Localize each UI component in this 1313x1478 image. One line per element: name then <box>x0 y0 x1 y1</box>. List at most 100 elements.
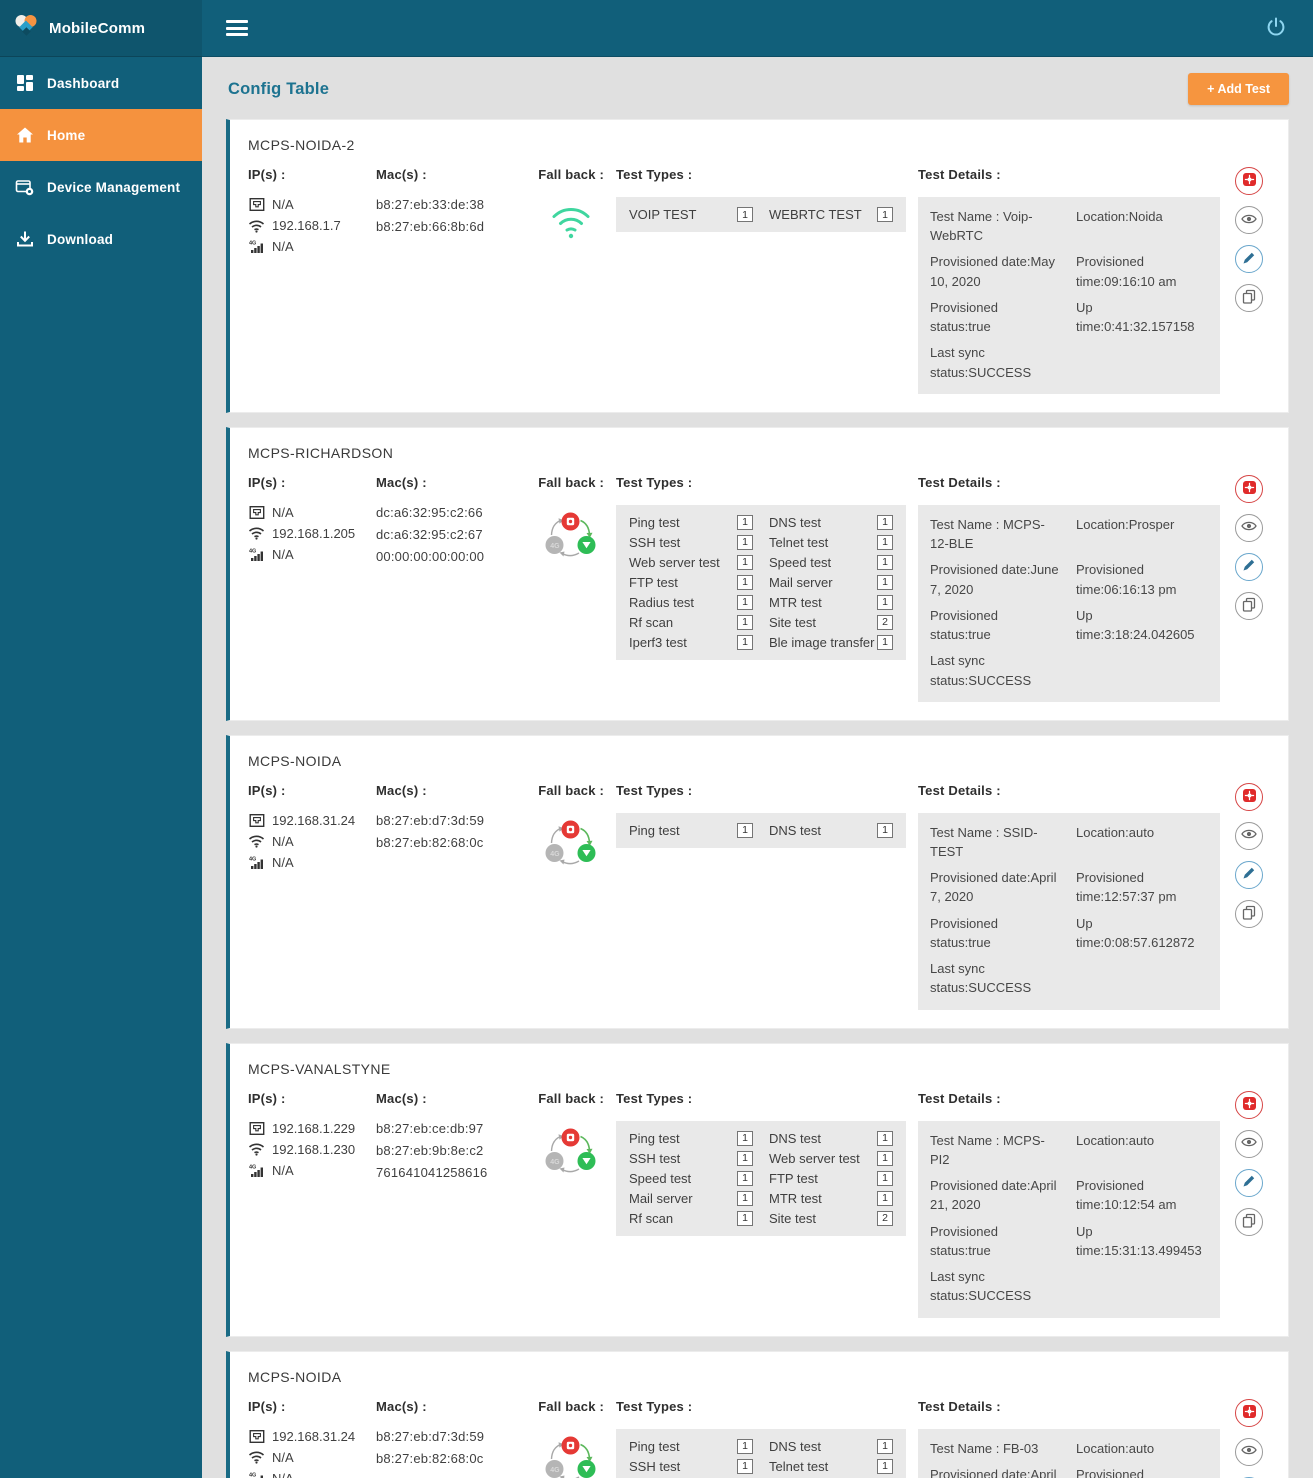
copy-button[interactable] <box>1235 899 1263 928</box>
sidebar: MobileComm Dashboard Home <box>0 0 202 1478</box>
wifi-icon <box>248 1450 265 1465</box>
detail-item: Provisioned time:09:16:10 am <box>1076 254 1177 289</box>
ip-value: N/A <box>272 197 294 212</box>
card-actions <box>1232 167 1266 394</box>
test-type-item: Speed test 1 <box>769 554 893 570</box>
record-button[interactable] <box>1235 1398 1263 1427</box>
copy-icon <box>1242 1213 1256 1231</box>
pencil-icon <box>1242 251 1256 268</box>
content-header: Config Table + Add Test <box>226 57 1289 119</box>
device-name: MCPS-NOIDA <box>248 752 342 769</box>
test-type-item: Telnet test 1 <box>769 1458 893 1474</box>
home-icon <box>15 126 34 145</box>
test-type-item: SSH test 1 <box>629 1150 753 1166</box>
sidebar-item-device-management[interactable]: Device Management <box>0 161 202 213</box>
ip-value: 192.168.31.24 <box>272 1428 356 1444</box>
test-type-name: Mail server <box>769 574 833 590</box>
test-type-name: Rf scan <box>629 1210 674 1226</box>
mac-column: Mac(s) : b8:27:eb:ce:db:97 b8:27:eb:9b:8e… <box>376 1091 526 1318</box>
view-button[interactable] <box>1235 206 1263 234</box>
edit-button[interactable] <box>1235 1168 1263 1197</box>
sidebar-item-home[interactable]: Home <box>0 109 202 161</box>
test-type-name: DNS test <box>769 1130 822 1146</box>
add-test-button[interactable]: + Add Test <box>1188 73 1289 105</box>
test-type-name: Telnet test <box>769 1458 829 1474</box>
test-type-item: DNS test 1 <box>769 1438 893 1454</box>
test-type-item: DNS test 1 <box>769 1130 893 1146</box>
eye-icon <box>1241 213 1257 228</box>
device-card: MCPS-NOIDA IP(s) : 192.168.31.24 <box>226 1350 1289 1478</box>
test-type-name: Speed test <box>629 1170 692 1186</box>
sidebar-item-label: Home <box>47 127 86 143</box>
ethernet-icon <box>248 1429 265 1444</box>
view-button[interactable] <box>1235 821 1263 850</box>
test-type-name: FTP test <box>629 574 678 590</box>
record-button[interactable] <box>1235 167 1263 195</box>
view-button[interactable] <box>1235 1129 1263 1158</box>
test-count-badge: 1 <box>877 822 893 838</box>
fallback-label: Fall back : <box>538 474 604 490</box>
edit-button[interactable] <box>1235 860 1263 889</box>
test-count-badge: 1 <box>877 634 893 650</box>
test-details-label: Test Details : <box>918 474 1001 490</box>
test-details-column: Test Details : Test Name : FB-03 Location… <box>918 1399 1220 1478</box>
record-icon <box>1242 788 1257 806</box>
test-types-box: Ping test 1 DNS test 1 <box>616 812 906 848</box>
record-button[interactable] <box>1235 1090 1263 1119</box>
copy-button[interactable] <box>1235 591 1263 620</box>
mac-column: Mac(s) : b8:27:eb:d7:3d:59 b8:27:eb:82:68… <box>376 1399 526 1478</box>
record-button[interactable] <box>1235 474 1263 503</box>
hamburger-icon[interactable] <box>226 20 248 36</box>
svg-text:4G: 4G <box>550 851 560 858</box>
edit-button[interactable] <box>1235 552 1263 581</box>
test-type-name: Ping test <box>629 514 680 530</box>
test-types-column: Test Types : Ping test 1 DNS test 1 SSH test… <box>616 475 906 702</box>
ip-value: N/A <box>272 833 294 849</box>
content: Config Table + Add Test MCPS-NOIDA-2 IP(… <box>202 57 1313 1478</box>
ip-value: 192.168.1.205 <box>272 525 356 541</box>
detail-item: Provisioned status:true <box>930 607 998 643</box>
detail-item: Test Name : MCPS-PI2 <box>930 1132 1045 1167</box>
copy-button[interactable] <box>1235 1207 1263 1236</box>
mac-value: b8:27:eb:33:de:38 <box>376 197 485 212</box>
card-actions <box>1232 1090 1266 1318</box>
detail-item: Location:auto <box>1076 824 1155 840</box>
edit-button[interactable] <box>1235 245 1263 273</box>
fallback-label: Fall back : <box>538 167 604 182</box>
mac-column: Mac(s) : b8:27:eb:33:de:38 b8:27:eb:66:8b… <box>376 167 526 394</box>
test-type-name: Rf scan <box>629 614 674 630</box>
detail-item: Up time:3:18:24.042605 <box>1076 607 1195 643</box>
test-type-name: Iperf3 test <box>629 634 687 650</box>
sidebar-item-dashboard[interactable]: Dashboard <box>0 57 202 109</box>
detail-item: Test Name : SSID-TEST <box>930 824 1038 859</box>
device-card: MCPS-RICHARDSON IP(s) : N/A <box>226 426 1289 721</box>
test-count-badge: 2 <box>877 614 893 630</box>
ip-value: N/A <box>272 1470 294 1478</box>
macs-label: Mac(s) : <box>376 1398 427 1414</box>
test-type-item: SSH test 1 <box>629 1458 753 1474</box>
test-type-item: FTP test 1 <box>629 574 753 590</box>
test-details-label: Test Details : <box>918 1398 1001 1414</box>
brand-name: MobileComm <box>49 19 146 37</box>
sidebar-item-download[interactable]: Download <box>0 213 202 265</box>
test-types-label: Test Types : <box>616 1090 693 1106</box>
test-types-label: Test Types : <box>616 782 693 798</box>
ip-column: IP(s) : 192.168.31.24 <box>248 1399 364 1478</box>
test-count-badge: 1 <box>877 1130 893 1146</box>
cellular-4g-icon: 4G <box>248 855 265 870</box>
record-button[interactable] <box>1235 782 1263 811</box>
copy-button[interactable] <box>1235 284 1263 312</box>
ip-column: IP(s) : 192.168.31.24 <box>248 783 364 1010</box>
detail-item: Last sync status:SUCCESS <box>930 961 1032 996</box>
test-type-name: Mail server <box>629 1190 693 1206</box>
test-type-item: Ble image transfer 1 <box>769 634 893 650</box>
test-details-box: Test Name : MCPS-12-BLE Location:Prosper P… <box>918 504 1220 702</box>
view-button[interactable] <box>1235 1437 1263 1466</box>
detail-item: Last sync status:SUCCESS <box>930 1269 1032 1304</box>
view-button[interactable] <box>1235 513 1263 542</box>
mac-value: b8:27:eb:82:68:0c <box>376 834 484 850</box>
ip-column: IP(s) : 192.168.1.229 <box>248 1091 364 1318</box>
power-icon[interactable] <box>1263 15 1289 41</box>
svg-text:4G: 4G <box>249 856 256 862</box>
